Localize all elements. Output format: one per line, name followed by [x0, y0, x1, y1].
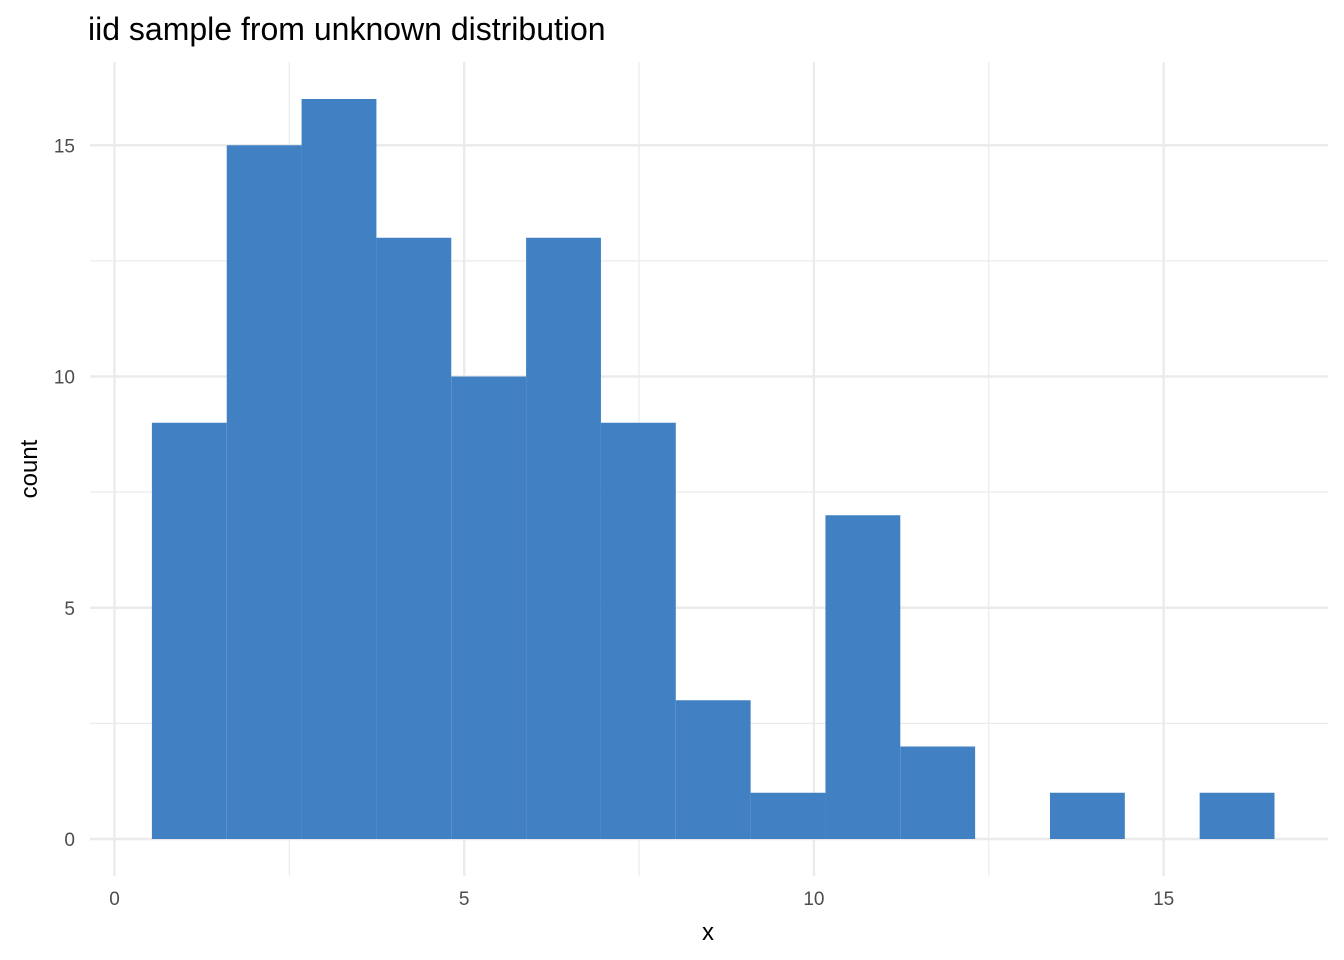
- y-axis-tick-labels: 0 5 10 15: [54, 136, 75, 851]
- x-tick-label: 0: [109, 889, 120, 910]
- histogram-bar: [226, 145, 302, 839]
- histogram-bar: [750, 792, 826, 839]
- histogram-bar: [301, 99, 377, 839]
- histogram-bar: [526, 237, 601, 839]
- histogram-bar: [376, 237, 452, 839]
- chart-title: iid sample from unknown distribution: [88, 11, 606, 47]
- histogram-bar: [900, 746, 976, 839]
- y-tick-label: 10: [54, 368, 75, 389]
- histogram-bar: [825, 515, 901, 839]
- y-tick-label: 5: [64, 599, 75, 620]
- histogram-bar: [675, 700, 751, 839]
- x-axis-title: x: [702, 919, 714, 946]
- x-tick-label: 15: [1153, 889, 1174, 910]
- y-axis-title: count: [16, 439, 43, 498]
- x-tick-label: 5: [459, 889, 470, 910]
- histogram-bar: [600, 422, 676, 839]
- x-axis-tick-labels: 0 5 10 15: [109, 889, 1174, 910]
- y-tick-label: 15: [54, 136, 75, 157]
- histogram-bar: [1199, 792, 1275, 839]
- y-tick-label: 0: [64, 830, 75, 851]
- histogram-bar: [1049, 792, 1125, 839]
- histogram-bars: [151, 99, 1275, 839]
- histogram-bar: [151, 422, 227, 839]
- histogram-bar: [451, 376, 527, 839]
- x-tick-label: 10: [803, 889, 824, 910]
